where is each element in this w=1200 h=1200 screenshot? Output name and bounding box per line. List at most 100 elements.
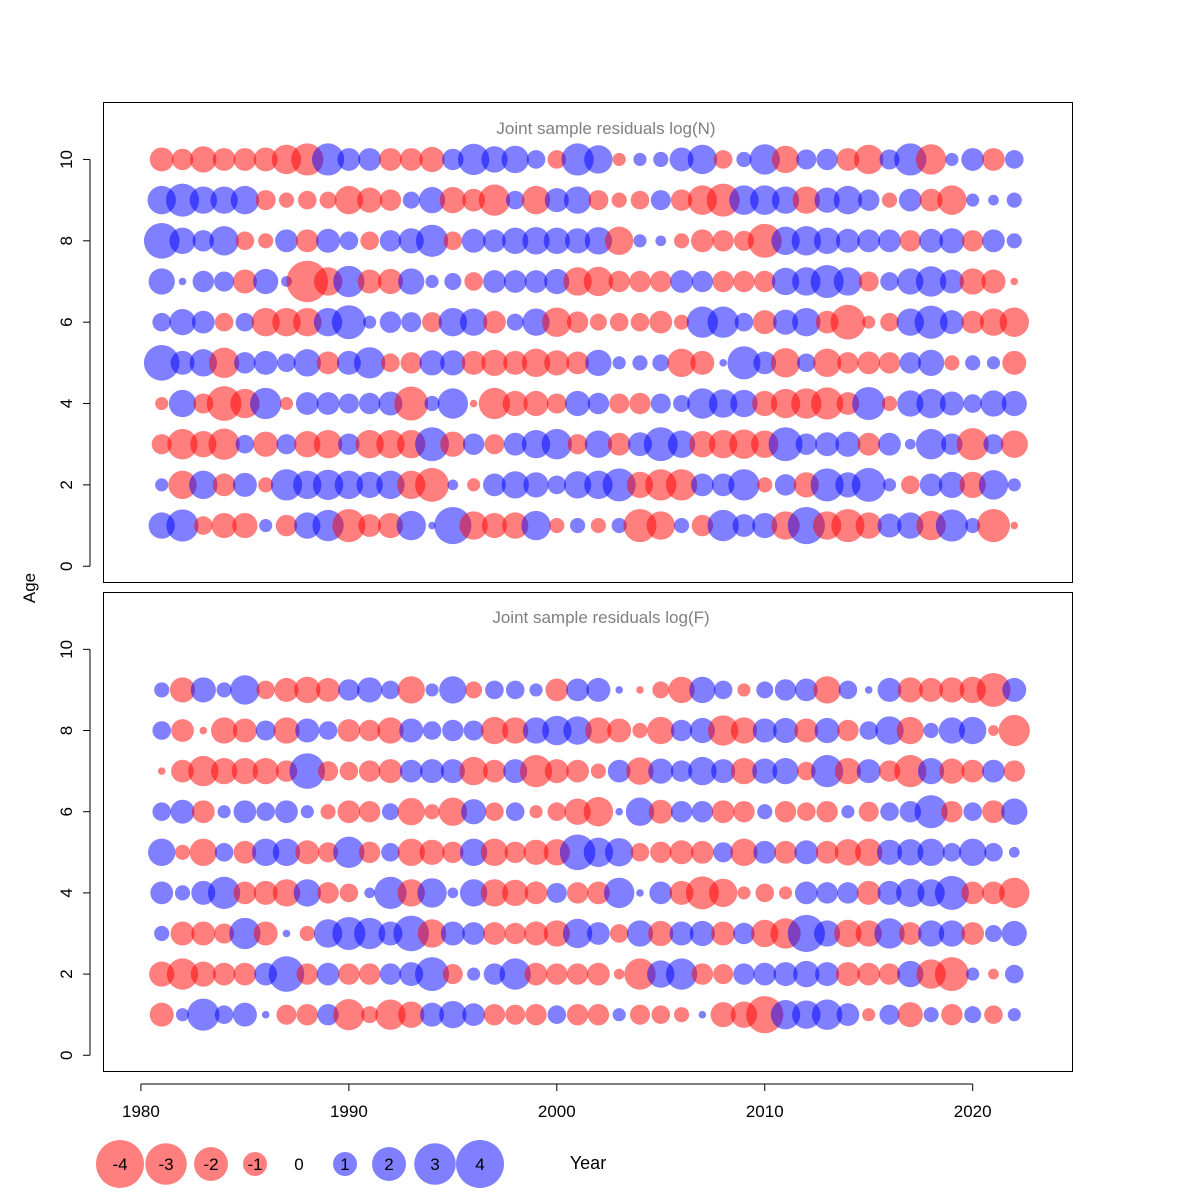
residual-bubble bbox=[364, 887, 376, 899]
residual-bubble bbox=[612, 1008, 626, 1022]
y-tick-label: 4 bbox=[57, 888, 76, 897]
residual-bubble bbox=[192, 230, 215, 252]
residual-bubble bbox=[425, 683, 439, 697]
y-tick-label: 6 bbox=[57, 807, 76, 816]
residual-bubble bbox=[189, 838, 217, 866]
residual-bubble bbox=[629, 270, 651, 293]
residual-bubble bbox=[559, 834, 596, 871]
residual-bubble bbox=[796, 149, 817, 170]
residual-bubble bbox=[584, 145, 613, 174]
residual-bubble bbox=[732, 514, 756, 537]
residual-bubble bbox=[399, 718, 424, 743]
residual-bubble bbox=[878, 229, 901, 253]
residual-bubble bbox=[210, 757, 238, 785]
residual-bubble bbox=[837, 352, 859, 374]
residual-bubble bbox=[770, 999, 801, 1030]
residual-bubble bbox=[689, 431, 716, 458]
residual-bubble bbox=[810, 468, 844, 502]
residual-bubble bbox=[713, 150, 733, 169]
residual-bubble bbox=[836, 1003, 860, 1027]
residual-bubble bbox=[211, 512, 237, 539]
residual-bubble bbox=[983, 434, 1004, 455]
panel-frame bbox=[103, 102, 1073, 583]
legend-label: 4 bbox=[475, 1155, 484, 1174]
residual-bubble bbox=[587, 1003, 610, 1026]
residual-bubble bbox=[633, 152, 647, 167]
residual-bubble bbox=[232, 472, 257, 497]
residual-bubble bbox=[623, 509, 657, 543]
residual-bubble bbox=[835, 228, 860, 253]
residual-bubble bbox=[152, 802, 172, 821]
residual-bubble bbox=[737, 683, 751, 697]
residual-bubble bbox=[956, 428, 989, 461]
residual-bubble bbox=[851, 467, 886, 502]
residual-bubble bbox=[354, 347, 386, 379]
residual-bubble bbox=[934, 875, 969, 910]
residual-bubble bbox=[524, 921, 549, 946]
residual-bubble bbox=[986, 356, 1001, 370]
residual-bubble bbox=[529, 805, 543, 819]
residual-bubble bbox=[939, 269, 964, 294]
residual-bubble bbox=[935, 509, 968, 542]
residual-bubble bbox=[481, 349, 508, 376]
residual-bubble bbox=[563, 716, 592, 745]
residual-bubble bbox=[733, 270, 755, 293]
residual-bubble bbox=[669, 921, 694, 946]
residual-bubble bbox=[650, 841, 672, 864]
residual-bubble bbox=[253, 268, 279, 295]
residual-bubble bbox=[706, 183, 740, 217]
residual-bubble bbox=[813, 676, 841, 704]
residual-bubble bbox=[590, 517, 606, 534]
residual-bubble bbox=[961, 922, 985, 945]
residual-bubble bbox=[713, 680, 733, 700]
residual-bubble bbox=[334, 185, 364, 215]
residual-bubble bbox=[881, 192, 898, 208]
residual-bubble bbox=[358, 963, 381, 985]
residual-bubble bbox=[880, 312, 899, 332]
residual-bubble bbox=[733, 800, 755, 823]
residual-bubble bbox=[400, 352, 422, 374]
residual-bubble bbox=[698, 1010, 707, 1019]
residual-bubble bbox=[1000, 430, 1028, 458]
residual-bubble bbox=[1001, 390, 1027, 417]
residual-bubble bbox=[647, 716, 675, 745]
legend-label: -2 bbox=[203, 1155, 218, 1174]
residual-bubble bbox=[190, 431, 217, 458]
residual-bubble bbox=[615, 686, 623, 694]
residual-bubble bbox=[504, 841, 526, 864]
residual-bubble bbox=[270, 469, 303, 501]
residual-bubble bbox=[670, 189, 693, 211]
residual-bubble bbox=[418, 186, 446, 214]
residual-bubble bbox=[547, 150, 567, 169]
residual-bubble bbox=[858, 801, 879, 822]
residual-bubble bbox=[480, 716, 509, 745]
residual-bubble bbox=[439, 186, 466, 214]
residual-bubble bbox=[149, 961, 175, 987]
residual-bubble bbox=[481, 146, 508, 173]
residual-bubble bbox=[462, 922, 486, 945]
residual-bubble bbox=[757, 804, 773, 820]
residual-bubble bbox=[937, 185, 967, 215]
residual-bubble bbox=[442, 841, 464, 864]
residual-bubble bbox=[457, 143, 490, 176]
residual-bubble bbox=[469, 399, 478, 408]
residual-bubble bbox=[878, 760, 901, 782]
residual-bubble bbox=[167, 429, 198, 460]
legend-label: 1 bbox=[340, 1155, 349, 1174]
residual-bubble bbox=[815, 962, 840, 987]
residual-bubble bbox=[252, 838, 280, 866]
residual-bubble bbox=[855, 512, 882, 539]
residual-bubble bbox=[506, 313, 524, 331]
residual-bubble bbox=[792, 186, 821, 214]
residual-bubble bbox=[377, 512, 404, 539]
residual-bubble bbox=[232, 1002, 257, 1027]
residual-bubble bbox=[529, 683, 543, 697]
residual-bubble bbox=[650, 190, 671, 211]
residual-bubble bbox=[230, 185, 260, 215]
residual-bubble bbox=[214, 923, 235, 944]
residual-bubble bbox=[464, 272, 483, 291]
panel-title: Joint sample residuals log(F) bbox=[492, 608, 709, 627]
residual-bubble bbox=[966, 193, 980, 207]
residual-bubble bbox=[751, 919, 779, 948]
residual-bubble bbox=[293, 349, 321, 377]
